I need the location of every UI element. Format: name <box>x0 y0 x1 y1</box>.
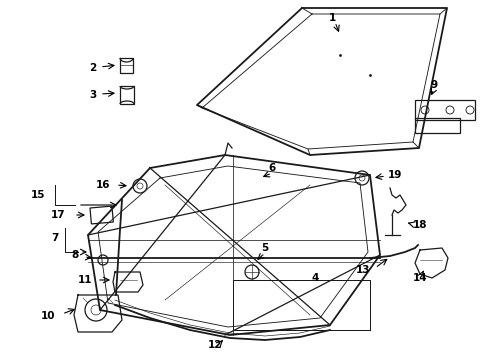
Bar <box>120 86 134 104</box>
Text: 18: 18 <box>412 220 427 230</box>
Text: 2: 2 <box>89 63 97 73</box>
Text: 8: 8 <box>71 250 79 260</box>
Bar <box>414 118 459 133</box>
Bar <box>414 100 474 120</box>
Text: 16: 16 <box>96 180 110 190</box>
Text: 6: 6 <box>268 163 275 173</box>
Text: 3: 3 <box>89 90 97 100</box>
Text: 4: 4 <box>311 273 318 283</box>
Text: 9: 9 <box>429 80 437 90</box>
Text: 14: 14 <box>412 273 427 283</box>
Text: 1: 1 <box>328 13 335 23</box>
Text: 12: 12 <box>207 340 222 350</box>
Text: 15: 15 <box>31 190 45 200</box>
Text: 5: 5 <box>261 243 268 253</box>
Bar <box>90 206 113 224</box>
Text: 17: 17 <box>51 210 65 220</box>
Text: 11: 11 <box>78 275 92 285</box>
Text: 10: 10 <box>41 311 55 321</box>
Text: 7: 7 <box>51 233 59 243</box>
Text: 13: 13 <box>355 265 369 275</box>
Text: 19: 19 <box>387 170 401 180</box>
